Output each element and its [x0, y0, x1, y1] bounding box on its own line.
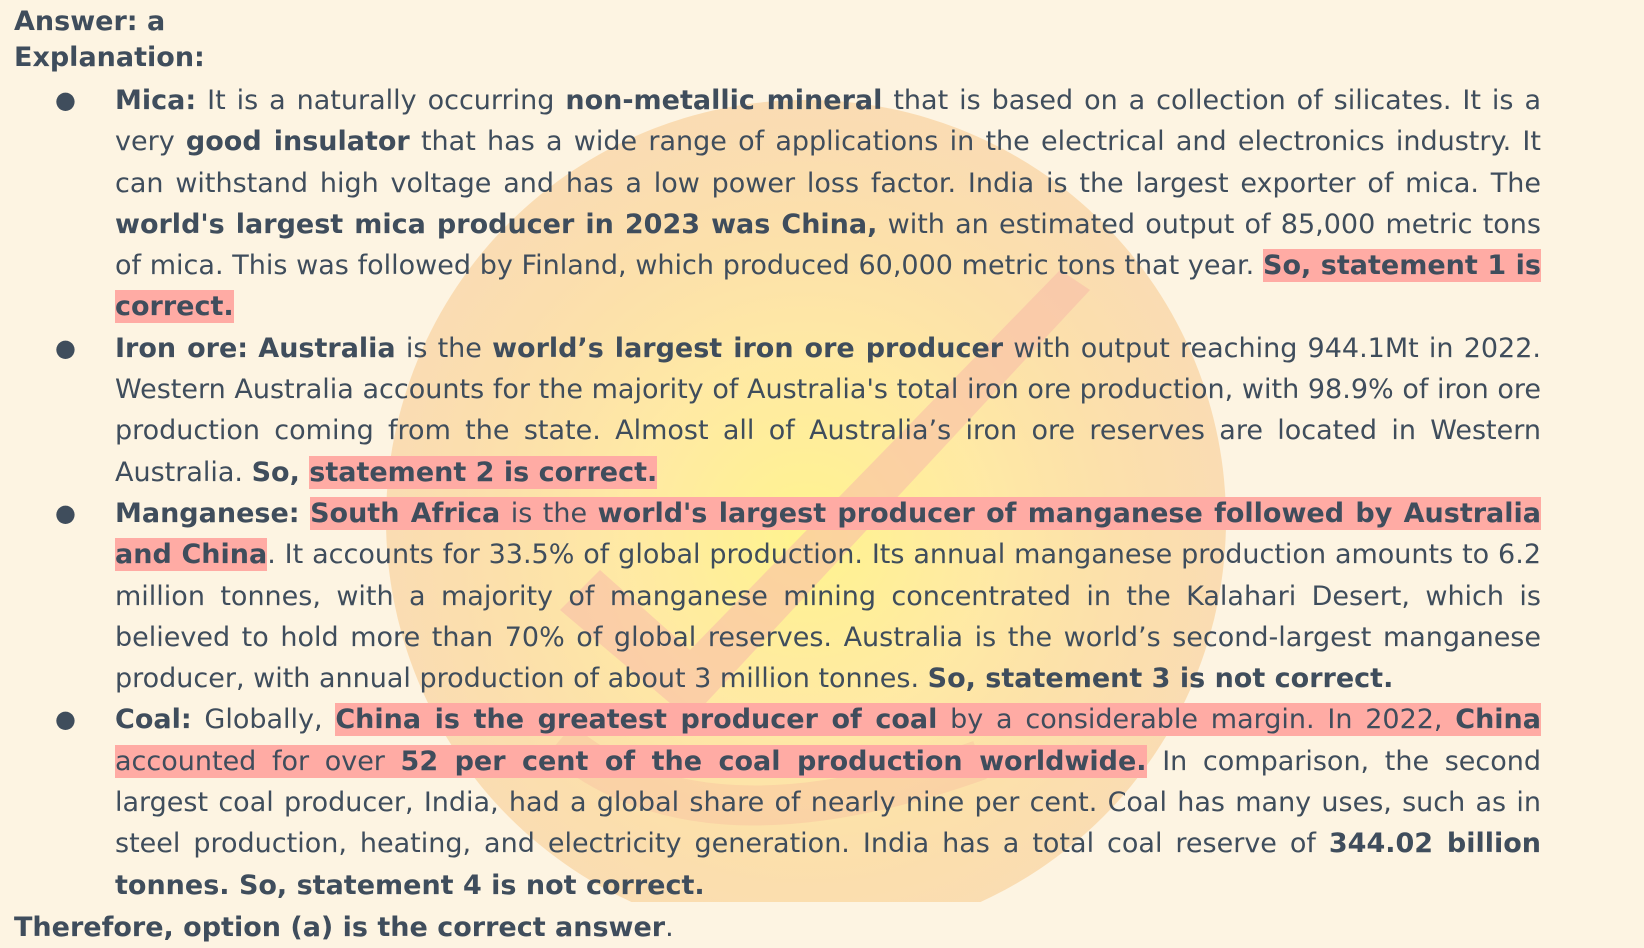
highlighted-text: by a considerable margin. In 2022, — [937, 703, 1456, 737]
bold-text: good insulator — [185, 126, 410, 158]
text-segment — [248, 333, 258, 364]
highlighted-text: statement 2 is correct. — [309, 455, 658, 489]
highlighted-text: accounted for over — [115, 744, 401, 778]
explanation-label: Explanation: — [14, 42, 205, 73]
bold-text: Australia — [258, 332, 396, 364]
bold-text: So, — [251, 456, 310, 488]
explanation-item-manganese: ● Manganese: South Africa is the world's … — [55, 493, 1541, 699]
text-segment: . — [665, 911, 674, 943]
highlighted-text: 52 per cent of the coal production world… — [400, 744, 1147, 778]
explanation-list: ● Mica: It is a naturally occurring non-m… — [14, 80, 1634, 906]
explanation-item-mica: ● Mica: It is a naturally occurring non-m… — [55, 80, 1541, 328]
highlighted-text: is the — [500, 496, 598, 530]
text-segment: It is a naturally occurring — [196, 85, 566, 116]
bold-text: Iron ore: — [115, 332, 249, 364]
explanation-item-coal: ● Coal: Globally, China is the greatest p… — [55, 699, 1541, 905]
text-segment: is the — [395, 332, 493, 364]
text-segment — [300, 498, 311, 529]
bold-text: world's largest mica producer in 2023 wa… — [115, 208, 878, 240]
bold-text: non-metallic mineral — [565, 85, 883, 116]
bullet-icon: ● — [55, 498, 76, 527]
bold-text: Manganese: — [115, 497, 300, 529]
highlighted-text: China is the greatest producer of coal — [335, 703, 938, 737]
explanation-item-iron-ore: ● Iron ore: Australia is the world’s larg… — [55, 328, 1541, 493]
answer-line: Answer: a — [14, 6, 166, 37]
highlighted-text: South Africa — [310, 496, 501, 530]
bold-text: So, statement 3 is not correct. — [927, 663, 1394, 695]
bold-text: Therefore, option (a) is the correct ans… — [14, 911, 666, 943]
bullet-icon: ● — [55, 333, 76, 362]
bold-text: Mica: — [115, 85, 197, 116]
text-segment: Globally, — [191, 704, 336, 736]
bullet-icon: ● — [55, 86, 76, 114]
bold-text: Coal: — [115, 704, 192, 736]
conclusion-line: Therefore, option (a) is the correct ans… — [14, 908, 1634, 948]
bullet-icon: ● — [55, 705, 76, 734]
highlighted-text: China — [1455, 703, 1541, 737]
bold-text: world’s largest iron ore producer — [492, 332, 1004, 364]
